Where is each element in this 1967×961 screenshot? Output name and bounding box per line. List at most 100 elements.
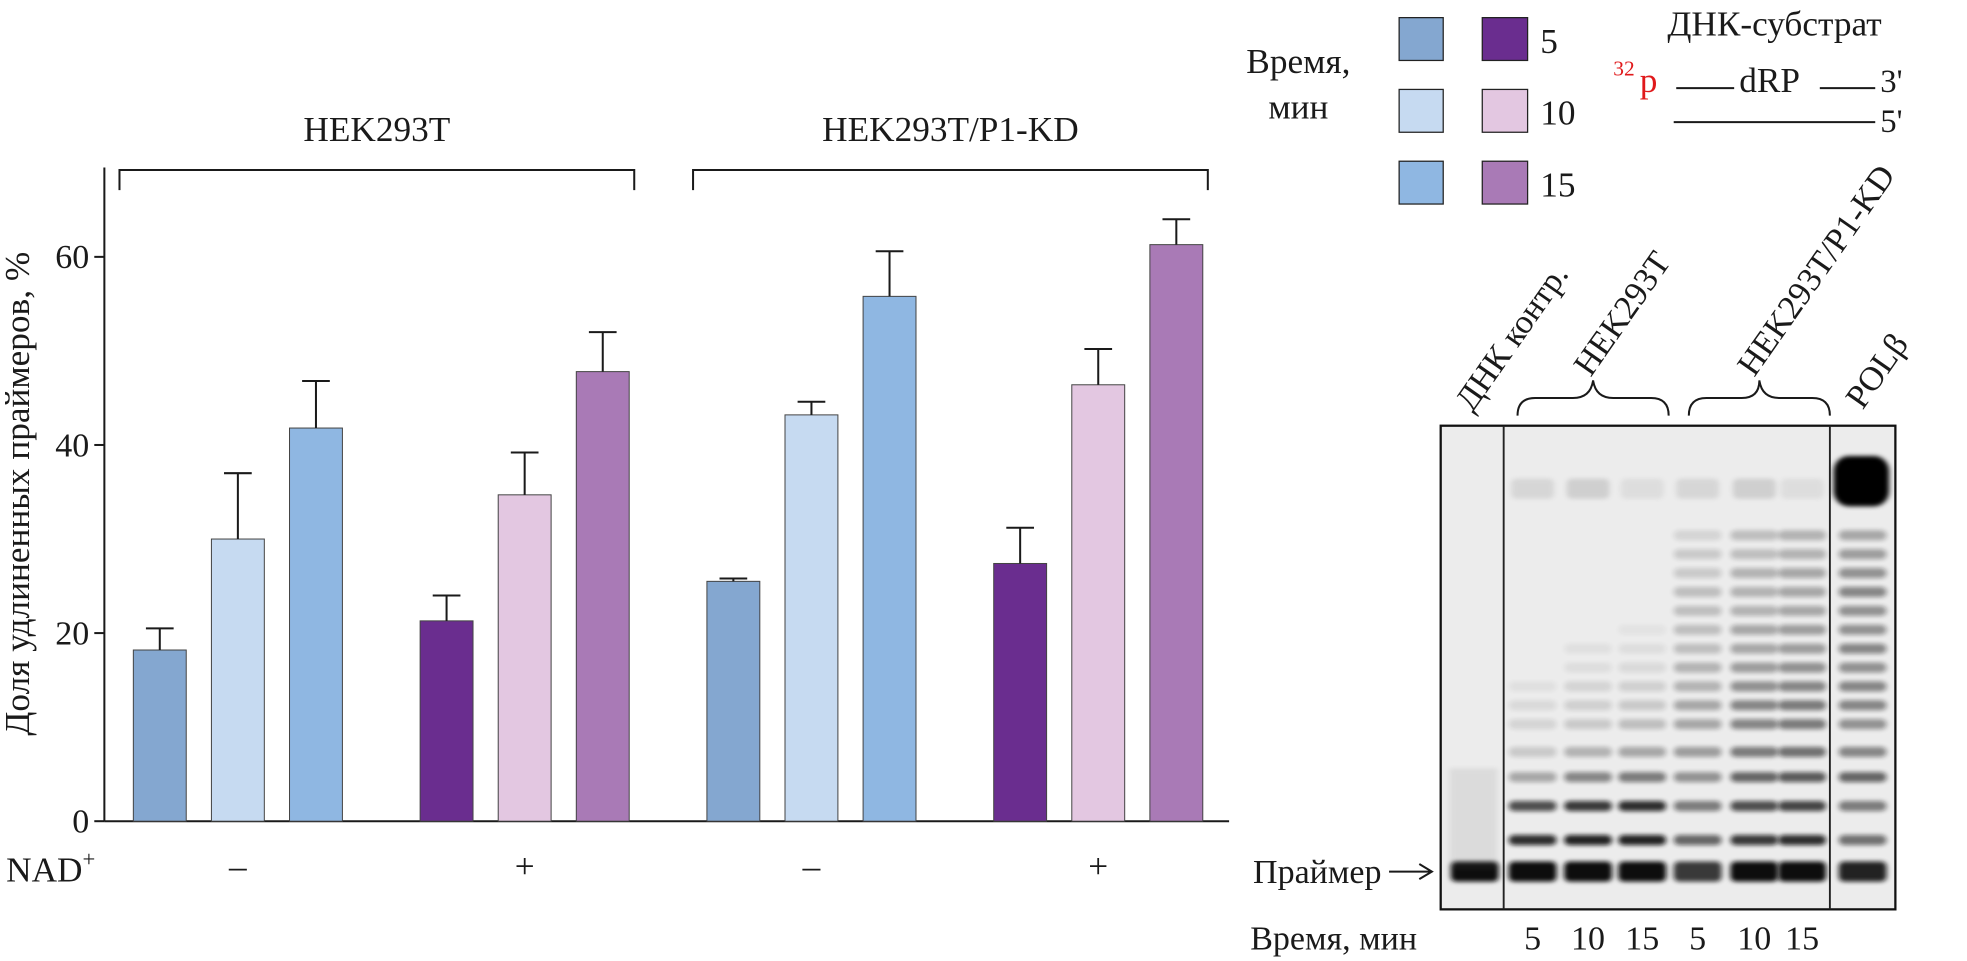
- gel-band: [1730, 835, 1779, 846]
- gel-band: [1508, 801, 1557, 812]
- gel-band: [1564, 700, 1612, 711]
- gel-band: [1618, 861, 1667, 882]
- gel-band: [1673, 605, 1722, 616]
- error-bar: [719, 577, 748, 582]
- gel-band: [1838, 681, 1887, 692]
- legend-title: Время,: [1246, 42, 1350, 81]
- gel-band: [1838, 586, 1887, 598]
- gel-band: [1673, 719, 1722, 730]
- y-axis-label: Доля удлиненных праймеров, %: [0, 252, 37, 736]
- bar: [419, 620, 474, 822]
- gel-band: [1508, 719, 1557, 730]
- gel-band: [1564, 662, 1612, 673]
- gel-band: [1732, 478, 1776, 499]
- phosphate: p: [1640, 61, 1658, 100]
- gel-band: [1673, 549, 1722, 560]
- gel-band: [1566, 478, 1610, 499]
- gel-band: [1730, 586, 1779, 598]
- legend-swatch: [1481, 160, 1529, 205]
- gel-band: [1778, 700, 1827, 711]
- gel-band: [1618, 746, 1667, 757]
- gel-band: [1730, 746, 1779, 757]
- gel-frame: [1439, 424, 1897, 911]
- gel-band: [1618, 662, 1667, 673]
- gel-band: [1730, 605, 1779, 616]
- x-tick-label: –: [802, 847, 821, 886]
- gel-band: [1564, 861, 1612, 882]
- legend-swatch: [1481, 88, 1529, 133]
- bar: [210, 538, 265, 822]
- gel-band: [1730, 681, 1779, 692]
- x-tick-label: +: [515, 847, 535, 886]
- gel-band: [1778, 605, 1827, 616]
- gel-band: [1618, 801, 1667, 812]
- error-bar: [510, 451, 539, 495]
- gel-band: [1673, 801, 1722, 812]
- gel-band: [1730, 530, 1779, 541]
- gel-band: [1618, 624, 1667, 635]
- gel-band: [1508, 681, 1557, 692]
- gel-smear: [1449, 768, 1498, 870]
- bar: [289, 427, 343, 822]
- gel-band: [1676, 478, 1720, 499]
- gel-band: [1778, 861, 1827, 882]
- y-tick-label: 0: [72, 804, 89, 841]
- gel-band: [1618, 835, 1667, 846]
- gel-band: [1730, 719, 1779, 730]
- gel-band: [1508, 700, 1557, 711]
- error-bar: [302, 380, 330, 429]
- legend-title: мин: [1268, 87, 1328, 126]
- lane-label: ДНК контр.: [1448, 257, 1576, 417]
- gel-band: [1778, 568, 1827, 579]
- lane-time: 10: [1737, 921, 1771, 958]
- legend-label: 15: [1540, 165, 1575, 204]
- gel-band: [1730, 700, 1779, 711]
- bar: [784, 414, 839, 822]
- end-5: 5': [1880, 104, 1902, 140]
- bar: [862, 295, 917, 822]
- gel-band: [1511, 478, 1555, 499]
- gel-band: [1564, 643, 1612, 654]
- drp: dRP: [1739, 61, 1800, 100]
- group-label: HEK293T/P1-KD: [822, 110, 1079, 149]
- gel-band: [1730, 801, 1779, 812]
- gel-band: [1730, 772, 1779, 783]
- lane-time: 15: [1785, 921, 1819, 958]
- gel-band: [1778, 662, 1827, 673]
- bar: [706, 580, 761, 822]
- nad: NAD: [6, 851, 82, 890]
- gel-band: [1673, 530, 1722, 541]
- y-tick-label: 20: [55, 615, 89, 652]
- gel-band: [1838, 719, 1887, 730]
- gel-band: [1673, 772, 1722, 783]
- brace: [1516, 380, 1670, 416]
- gel-band: [1673, 700, 1722, 711]
- gel-band: [1838, 772, 1887, 783]
- gel-band: [1618, 772, 1667, 783]
- bar: [132, 649, 187, 822]
- gel-band: [1838, 801, 1887, 812]
- error-bar: [797, 400, 826, 415]
- isotope: 32: [1613, 57, 1634, 81]
- gel-band: [1508, 861, 1557, 882]
- gel-band: [1838, 605, 1887, 616]
- gel-band: [1730, 624, 1779, 635]
- y-tick-label: 40: [55, 427, 89, 464]
- error-bar: [1006, 526, 1035, 564]
- gel-band: [1618, 719, 1667, 730]
- gel-band: [1778, 835, 1827, 846]
- gel-band: [1564, 746, 1612, 757]
- gel-band: [1778, 801, 1827, 812]
- group-bracket: [118, 169, 636, 191]
- x-row-label: NAD+: [6, 847, 95, 890]
- legend-label: 5: [1540, 22, 1558, 61]
- gel-band: [1780, 478, 1824, 499]
- gel-band: [1564, 835, 1612, 846]
- x-tick-label: +: [1088, 847, 1108, 886]
- gel-band: [1838, 662, 1887, 673]
- y-tick-label: 60: [55, 239, 89, 276]
- gel-band: [1838, 568, 1887, 579]
- time-label: Время, мин: [1250, 921, 1417, 958]
- gel: [1439, 424, 1897, 911]
- error-bar: [224, 472, 252, 540]
